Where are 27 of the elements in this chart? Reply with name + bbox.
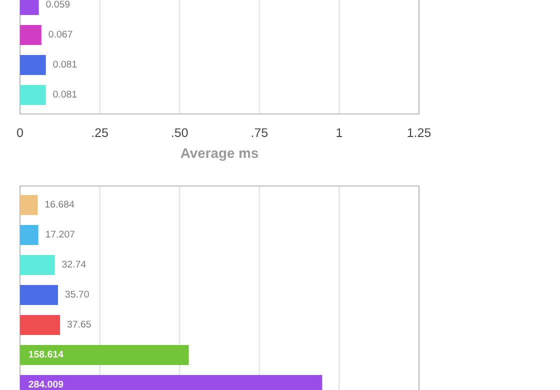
data-label: 37.65 [67,320,91,328]
data-label: 158.614 [28,350,64,358]
data-label: 35.70 [65,290,89,298]
data-label: 17.207 [46,230,74,238]
data-label: 0.081 [53,60,77,68]
bar [20,85,46,105]
bar [20,285,58,305]
x-tick-label: .50 [172,128,188,138]
bar [20,55,46,75]
x-tick-label: 0 [17,128,23,138]
bar [20,345,189,365]
bar [20,255,55,275]
bar [20,225,38,245]
bar [20,315,60,335]
x-tick-label: .25 [92,128,108,138]
x-tick-label: 1.25 [408,128,431,138]
data-label: 284.009 [28,380,64,388]
x-tick-label: .75 [252,128,268,138]
bar [20,25,42,45]
data-label: 0.067 [48,30,72,38]
x-axis-title: Average ms [180,148,258,161]
data-label: 16.684 [45,200,74,208]
data-label: 0.081 [53,90,77,98]
x-tick-label: 1 [336,128,342,137]
bar [20,195,38,215]
data-label: 0.059 [46,0,70,8]
data-label: 32.74 [62,260,86,268]
